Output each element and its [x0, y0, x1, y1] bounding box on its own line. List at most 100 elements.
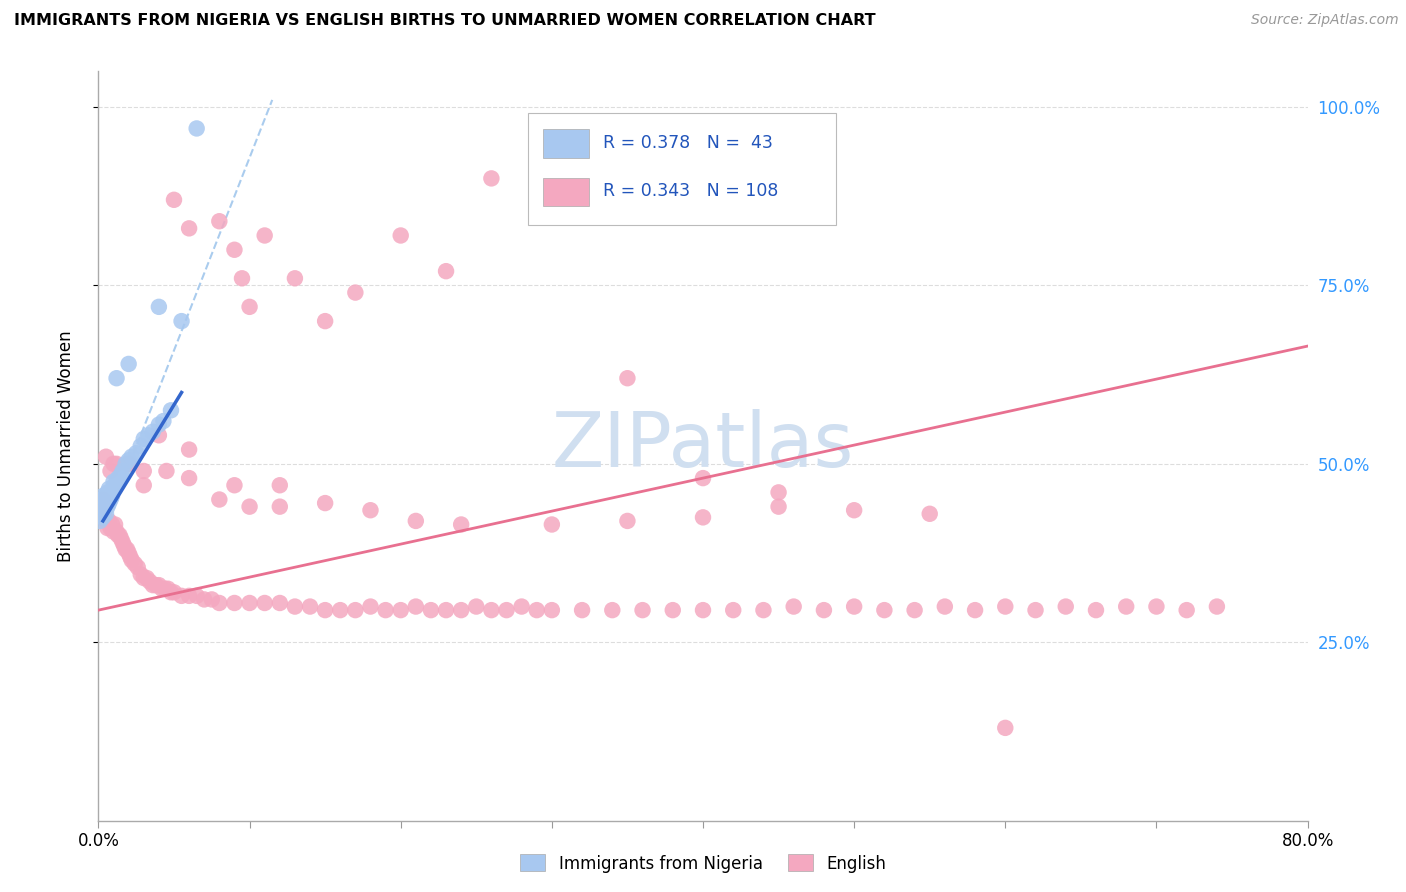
Point [661, 603, 683, 617]
Point [108, 528, 131, 542]
Point [114, 457, 136, 471]
Point [103, 482, 125, 496]
Point [111, 535, 134, 549]
Point [96, 500, 118, 514]
Point [450, 603, 472, 617]
Point [768, 500, 790, 514]
Point [148, 428, 170, 442]
Point [284, 599, 307, 614]
Point [93, 500, 115, 514]
Point [965, 603, 987, 617]
Point [91, 500, 114, 514]
Point [208, 214, 231, 228]
Point [224, 243, 246, 257]
Point [571, 603, 593, 617]
Point [156, 582, 179, 596]
Point [231, 271, 253, 285]
Point [129, 567, 152, 582]
Point [91, 492, 114, 507]
Point [107, 471, 129, 485]
Point [132, 571, 155, 585]
Point [481, 171, 503, 186]
Point [118, 457, 141, 471]
Point [125, 446, 148, 460]
Point [299, 599, 322, 614]
Point [434, 603, 457, 617]
Point [105, 475, 128, 489]
Point [94, 514, 117, 528]
Text: ZIPatlas: ZIPatlas [551, 409, 855, 483]
Point [93, 496, 115, 510]
Point [269, 500, 291, 514]
Point [224, 478, 246, 492]
Point [112, 539, 135, 553]
Point [94, 492, 117, 507]
Point [314, 314, 336, 328]
Point [201, 592, 224, 607]
Point [179, 221, 201, 235]
Point [121, 450, 143, 464]
Point [89, 514, 111, 528]
Point [100, 464, 122, 478]
Point [813, 603, 835, 617]
Point [179, 471, 201, 485]
Point [284, 271, 307, 285]
Point [152, 414, 174, 428]
Point [105, 371, 128, 385]
Point [269, 478, 291, 492]
Point [602, 603, 624, 617]
Point [1144, 599, 1167, 614]
Point [1115, 599, 1137, 614]
Point [239, 500, 262, 514]
Point [434, 264, 457, 278]
Point [360, 503, 382, 517]
Point [844, 599, 866, 614]
Point [118, 546, 141, 560]
Point [118, 457, 141, 471]
Point [1206, 599, 1229, 614]
Point [148, 300, 170, 314]
Point [163, 585, 186, 599]
Point [153, 582, 176, 596]
Point [104, 517, 127, 532]
Point [193, 592, 215, 607]
Point [1054, 599, 1077, 614]
Point [127, 560, 149, 574]
Point [692, 471, 714, 485]
Point [136, 428, 159, 442]
Point [160, 403, 183, 417]
Point [994, 721, 1017, 735]
Point [98, 496, 121, 510]
Point [96, 521, 118, 535]
Point [873, 603, 896, 617]
Point [103, 475, 125, 489]
Point [1024, 603, 1046, 617]
Point [344, 603, 367, 617]
Point [208, 492, 231, 507]
Point [269, 596, 291, 610]
Point [90, 492, 112, 507]
Point [91, 489, 114, 503]
Point [107, 528, 129, 542]
Point [170, 589, 193, 603]
Point [100, 492, 122, 507]
Point [420, 603, 443, 617]
Point [94, 507, 117, 521]
FancyBboxPatch shape [543, 129, 589, 158]
Point [179, 442, 201, 457]
Point [631, 603, 654, 617]
Point [118, 357, 141, 371]
Point [768, 485, 790, 500]
Point [115, 542, 138, 557]
Point [374, 603, 396, 617]
Point [329, 603, 352, 617]
Text: R = 0.343   N = 108: R = 0.343 N = 108 [603, 182, 778, 200]
Point [101, 489, 124, 503]
Point [142, 578, 165, 592]
Point [163, 193, 186, 207]
FancyBboxPatch shape [543, 178, 589, 206]
Point [96, 485, 118, 500]
Point [904, 603, 927, 617]
Text: IMMIGRANTS FROM NIGERIA VS ENGLISH BIRTHS TO UNMARRIED WOMEN CORRELATION CHART: IMMIGRANTS FROM NIGERIA VS ENGLISH BIRTH… [14, 13, 876, 29]
Point [110, 532, 132, 546]
